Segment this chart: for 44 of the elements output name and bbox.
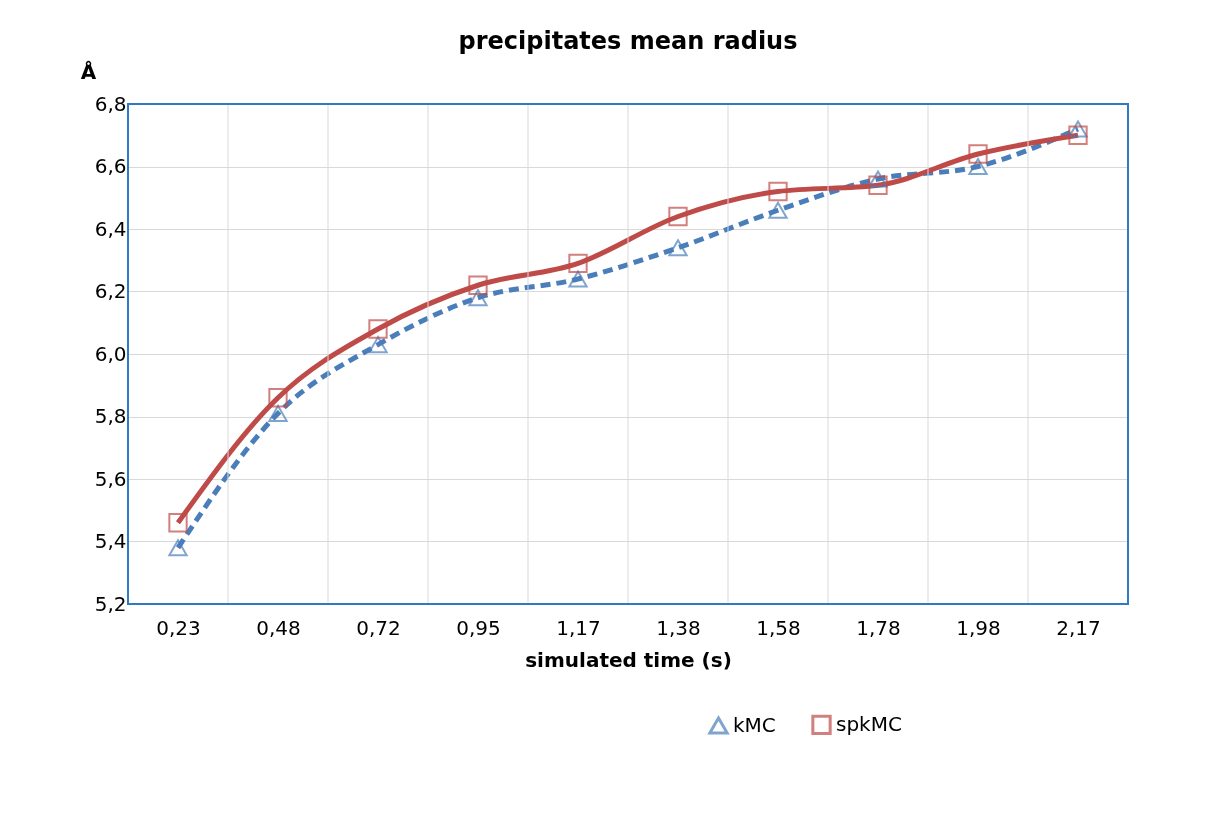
- x-tick-label: 1,98: [956, 615, 1001, 640]
- x-tick-label: 1,38: [656, 615, 701, 640]
- y-tick-label: 6,0: [94, 341, 127, 366]
- x-tick-label: 0,95: [456, 615, 501, 640]
- x-tick-label: 1,17: [556, 615, 601, 640]
- y-tick-label: 5,8: [94, 404, 127, 428]
- y-tick-label: 5,2: [94, 591, 127, 616]
- point: [368, 319, 388, 339]
- x-tick-label: 0,48: [256, 615, 301, 640]
- legend-label: spkMC: [836, 711, 902, 736]
- point: [768, 201, 788, 219]
- point: [868, 170, 888, 188]
- point: [1068, 120, 1088, 138]
- x-tick-label: 1,78: [856, 615, 901, 640]
- point: [668, 206, 688, 227]
- x-tick-label: 2,17: [1056, 615, 1101, 640]
- chart-title: precipitates mean radius: [458, 27, 798, 55]
- x-axis-title: simulated time (s): [525, 647, 732, 672]
- x-tick-label: 1,58: [756, 615, 801, 640]
- point: [168, 539, 188, 557]
- point: [968, 144, 988, 164]
- point: [568, 270, 588, 288]
- point: [468, 289, 488, 307]
- y-tick-label: 6,8: [94, 91, 127, 116]
- point: [668, 239, 688, 257]
- x-tick-label: 0,23: [156, 615, 201, 640]
- point: [268, 404, 288, 422]
- point: [868, 175, 888, 195]
- y-axis-title: Å: [80, 59, 97, 84]
- legend-label: kMC: [733, 712, 776, 737]
- point: [468, 275, 488, 295]
- y-tick-label: 5,6: [94, 466, 127, 491]
- y-tick-label: 6,2: [94, 279, 127, 303]
- y-tick-label: 6,4: [94, 216, 127, 241]
- point: [268, 388, 288, 408]
- y-tick-label: 6,6: [94, 154, 127, 178]
- point: [1068, 125, 1088, 145]
- point: [168, 513, 188, 533]
- point: [368, 336, 388, 354]
- point: [768, 181, 788, 202]
- x-tick-label: 0,72: [356, 615, 401, 640]
- point: [968, 158, 988, 175]
- point: [568, 253, 588, 274]
- y-tick-label: 5,4: [94, 529, 127, 553]
